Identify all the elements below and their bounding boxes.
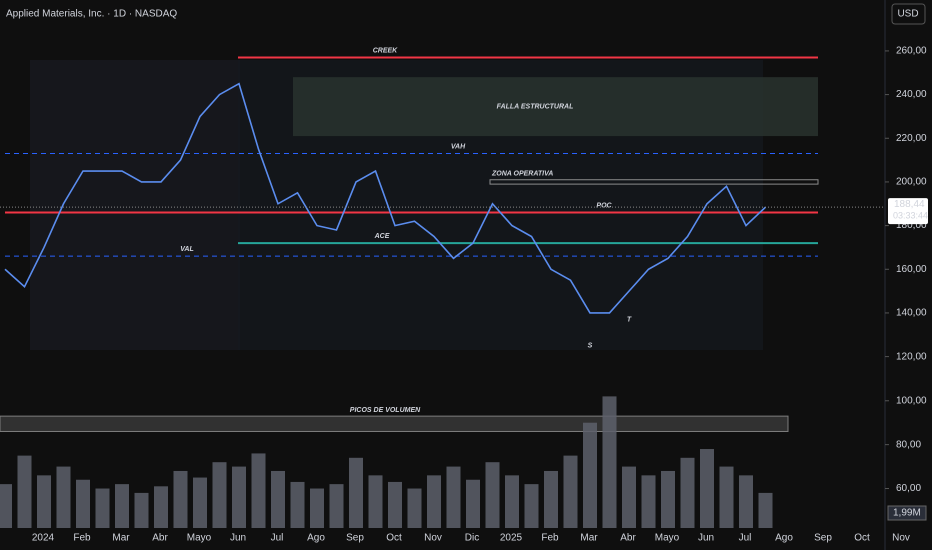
- y-tick-label: 200,00: [896, 177, 927, 188]
- volume-bar: [368, 475, 383, 528]
- volume-bar: [427, 475, 441, 528]
- volume-bar: [251, 453, 266, 528]
- volume-bar: [310, 488, 324, 528]
- last-price-tag: [888, 198, 928, 225]
- x-tick-label: Feb: [541, 533, 559, 544]
- volume-bar: [154, 486, 168, 528]
- y-tick-label: 180,00: [896, 220, 927, 231]
- zone: [489, 179, 819, 185]
- volume-bar: [524, 484, 539, 528]
- zone: [293, 77, 818, 137]
- volume-bar: [115, 484, 129, 528]
- volume-bar: [739, 475, 753, 528]
- volume-bar: [388, 481, 402, 528]
- volume-bar: [485, 462, 500, 528]
- volume-bar: [290, 481, 305, 528]
- x-tick-label: 2024: [32, 533, 55, 544]
- volume-bar: [173, 470, 188, 528]
- volume-bar: [505, 475, 519, 528]
- x-tick-label: Abr: [152, 533, 168, 544]
- countdown: 03:33:44: [893, 211, 928, 221]
- volume-bar: [680, 457, 695, 528]
- x-tick-label: Mayo: [655, 533, 680, 544]
- x-tick-label: Oct: [854, 533, 870, 544]
- volume-bar: [719, 466, 734, 528]
- x-tick-label: Mayo: [187, 533, 212, 544]
- y-tick-label: 240,00: [896, 89, 927, 100]
- volume-bar: [271, 470, 285, 528]
- point-label: T: [627, 316, 632, 323]
- x-tick-label: Oct: [386, 533, 402, 544]
- x-tick-label: Mar: [112, 533, 130, 544]
- x-tick-label: Ago: [307, 533, 325, 544]
- level-label: VAH: [451, 143, 466, 150]
- x-tick-label: Mar: [580, 533, 598, 544]
- volume-zone: [0, 415, 789, 432]
- volume-bar: [602, 396, 617, 528]
- x-tick-label: Dic: [465, 533, 479, 544]
- volume-bar: [134, 492, 149, 528]
- last-price: 188,44: [894, 199, 925, 210]
- price-line: [4, 82, 767, 314]
- volume-bar: [758, 492, 773, 528]
- x-tick-label: Feb: [73, 533, 91, 544]
- x-tick-label: Sep: [814, 533, 832, 544]
- volume-bar: [544, 470, 558, 528]
- level-label: ACE: [374, 233, 390, 240]
- volume-bar: [661, 470, 675, 528]
- volume-bar: [407, 488, 422, 528]
- volume-profile: [30, 60, 240, 350]
- volume-bar: [466, 479, 480, 528]
- x-tick-label: Nov: [892, 533, 910, 544]
- y-tick-label: 140,00: [896, 308, 927, 319]
- volume-bar: [622, 466, 636, 528]
- volume-bar: [56, 466, 71, 528]
- y-tick-label: 80,00: [896, 439, 921, 450]
- volume-bar: [329, 484, 344, 528]
- x-tick-label: 2025: [500, 533, 523, 544]
- zone-label: FALLA ESTRUCTURAL: [497, 103, 574, 110]
- y-tick-label: 60,00: [896, 483, 921, 494]
- x-tick-label: Jun: [698, 533, 714, 544]
- x-tick-label: Nov: [424, 533, 442, 544]
- level-label: POC: [596, 202, 612, 209]
- y-tick-label: 100,00: [896, 395, 927, 406]
- currency[interactable]: USD: [897, 9, 918, 20]
- volume-bar: [563, 455, 578, 528]
- x-tick-label: Jul: [271, 533, 284, 544]
- volume-bar: [37, 475, 51, 528]
- y-tick-label: 260,00: [896, 46, 927, 57]
- level-label: VAL: [180, 246, 193, 253]
- volume-bar: [17, 455, 32, 528]
- volume-bar: [641, 475, 656, 528]
- volume-bar: [349, 457, 363, 528]
- volume-tag: [887, 505, 927, 521]
- y-tick-label: 220,00: [896, 133, 927, 144]
- volume-bar: [583, 422, 597, 528]
- level-label: CREEK: [373, 47, 398, 54]
- volume-bar: [700, 449, 714, 528]
- zone-label: ZONA OPERATIVA: [491, 171, 553, 178]
- volume-bar: [0, 484, 12, 528]
- x-tick-label: Jun: [230, 533, 246, 544]
- symbol-title: Applied Materials, Inc. · 1D · NASDAQ: [6, 9, 177, 20]
- volume-zone-label: PICOS DE VOLUMEN: [350, 407, 421, 414]
- x-tick-label: Abr: [620, 533, 636, 544]
- volume-label: 1,99M: [893, 508, 921, 519]
- y-tick-label: 120,00: [896, 351, 927, 362]
- x-tick-label: Ago: [775, 533, 793, 544]
- volume-bar: [212, 462, 227, 528]
- point-label: S: [588, 343, 593, 350]
- x-tick-label: Sep: [346, 533, 364, 544]
- x-tick-label: Jul: [739, 533, 752, 544]
- currency-button[interactable]: [891, 3, 926, 25]
- volume-bar: [446, 466, 461, 528]
- y-tick-label: 160,00: [896, 264, 927, 275]
- volume-bar: [95, 488, 110, 528]
- volume-bar: [232, 466, 246, 528]
- volume-bar: [76, 479, 90, 528]
- volume-bar: [193, 477, 207, 528]
